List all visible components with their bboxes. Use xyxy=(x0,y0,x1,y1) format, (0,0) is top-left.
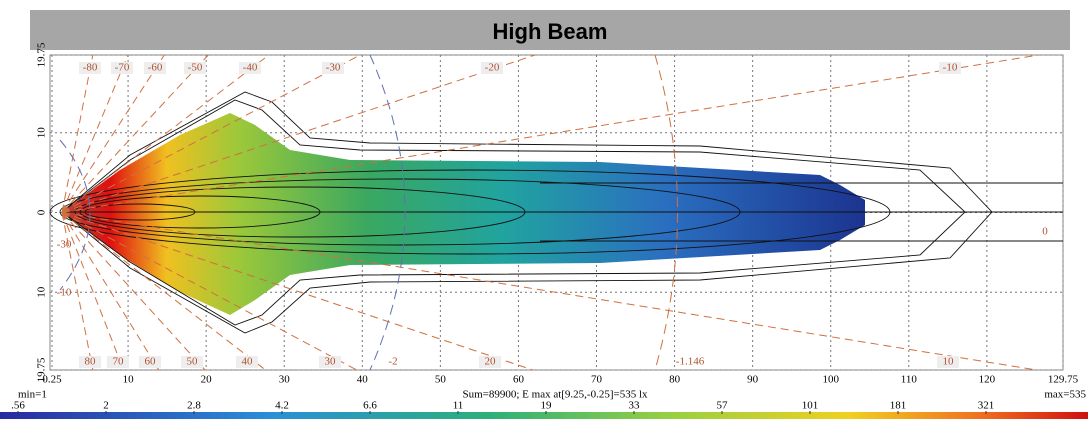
chart-title: High Beam xyxy=(493,19,608,44)
x-tick-label: 100 xyxy=(822,374,839,386)
angle-label: -80 xyxy=(83,62,98,74)
angle-label: 70 xyxy=(113,356,125,368)
angle-label: 40 xyxy=(242,356,254,368)
angle-label: 60 xyxy=(145,356,157,368)
colorbar-label: .56 xyxy=(11,400,25,412)
annotation: -30 xyxy=(57,239,72,251)
colorbar-label: 2.8 xyxy=(187,400,201,412)
y-tick-label: 10 xyxy=(36,286,48,298)
annotation: -10 xyxy=(57,287,72,299)
annotation: -1.146 xyxy=(676,356,705,368)
label-bg xyxy=(236,356,258,368)
x-tick-label: 0.25 xyxy=(42,374,62,386)
x-tick-label: 20 xyxy=(201,374,213,386)
angle-label: -60 xyxy=(148,62,163,74)
colorbar xyxy=(0,412,1088,419)
x-tick-label: 60 xyxy=(513,374,525,386)
x-tick-label: 90 xyxy=(747,374,759,386)
colorbar-label: 321 xyxy=(978,400,995,412)
colorbar-label: 33 xyxy=(629,400,641,412)
annotation: -2 xyxy=(388,356,397,368)
angle-line xyxy=(61,212,358,371)
angle-line xyxy=(61,212,160,371)
angle-label: -10 xyxy=(943,62,958,74)
summary: Sum=89900; E max at[9.25,-0.25]=535 lx xyxy=(462,389,648,401)
colorbar-label: 19 xyxy=(541,400,553,412)
isolux-contours xyxy=(49,91,1063,334)
angle-line xyxy=(61,212,266,371)
x-tick-label: 50 xyxy=(435,374,447,386)
label-bg xyxy=(939,62,961,74)
label-bg xyxy=(139,356,161,368)
angle-arc xyxy=(654,54,678,371)
angle-line xyxy=(61,212,94,371)
x-tick-label: 80 xyxy=(669,374,681,386)
angle-label: -20 xyxy=(485,62,500,74)
angle-label: 20 xyxy=(485,356,497,368)
angle-line xyxy=(61,54,270,213)
angle-line xyxy=(61,212,125,371)
title-bar xyxy=(30,10,1070,50)
max-label: max=535 xyxy=(1044,389,1086,401)
angle-line xyxy=(61,54,361,213)
y-tick-label: 19.75 xyxy=(36,357,48,382)
label-bg xyxy=(239,62,261,74)
angle-arcs xyxy=(59,54,406,371)
label-bg xyxy=(79,62,101,74)
colorbar-label: 11 xyxy=(453,400,464,412)
label-bg xyxy=(144,62,166,74)
colorbar-label: 181 xyxy=(890,400,907,412)
angle-line xyxy=(61,54,1039,213)
angle-line xyxy=(61,212,533,371)
x-tick-label: 10 xyxy=(123,374,135,386)
label-bg xyxy=(479,356,501,368)
label-bg xyxy=(481,62,503,74)
colorbar-label: 4.2 xyxy=(275,400,289,412)
angle-line xyxy=(61,54,129,213)
angle-label: -40 xyxy=(243,62,258,74)
beam-pattern xyxy=(62,113,865,315)
x-tick-label: 110 xyxy=(901,374,918,386)
label-bg xyxy=(184,62,206,74)
colorbar-label: 6.6 xyxy=(363,400,377,412)
angle-line xyxy=(61,54,536,213)
label-bg xyxy=(319,356,341,368)
label-bg xyxy=(181,356,203,368)
colorbar-label: 57 xyxy=(717,400,729,412)
y-tick-label: 0 xyxy=(36,209,48,215)
angle-label: 80 xyxy=(85,356,97,368)
angle-line xyxy=(61,54,94,213)
angle-line xyxy=(61,212,1037,371)
angle-line xyxy=(61,212,206,371)
label-bg xyxy=(322,62,344,74)
angle-label: -70 xyxy=(115,62,130,74)
angle-label: 50 xyxy=(187,356,199,368)
x-tick-label: 30 xyxy=(279,374,291,386)
label-bg xyxy=(107,356,129,368)
y-tick-label: 10 xyxy=(36,127,48,139)
colorbar-label: 2 xyxy=(103,400,109,412)
colorbar-label: 101 xyxy=(802,400,819,412)
angle-line xyxy=(61,54,209,213)
x-tick-label: 70 xyxy=(591,374,603,386)
angle-line xyxy=(61,54,165,213)
angle-label: -50 xyxy=(188,62,203,74)
x-tick-label: 129.75 xyxy=(1048,374,1079,386)
label-bg xyxy=(79,356,101,368)
angle-lines xyxy=(61,54,1039,371)
x-tick-label: 120 xyxy=(979,374,996,386)
label-bg xyxy=(937,356,959,368)
angle-label: -30 xyxy=(326,62,341,74)
x-tick-label: 40 xyxy=(357,374,369,386)
min-label: min=1 xyxy=(18,389,47,401)
annotation: 0 xyxy=(1042,226,1048,238)
angle-label: 10 xyxy=(943,356,955,368)
label-bg xyxy=(111,62,133,74)
y-tick-label: 19.75 xyxy=(36,42,48,67)
angle-label: 30 xyxy=(325,356,337,368)
